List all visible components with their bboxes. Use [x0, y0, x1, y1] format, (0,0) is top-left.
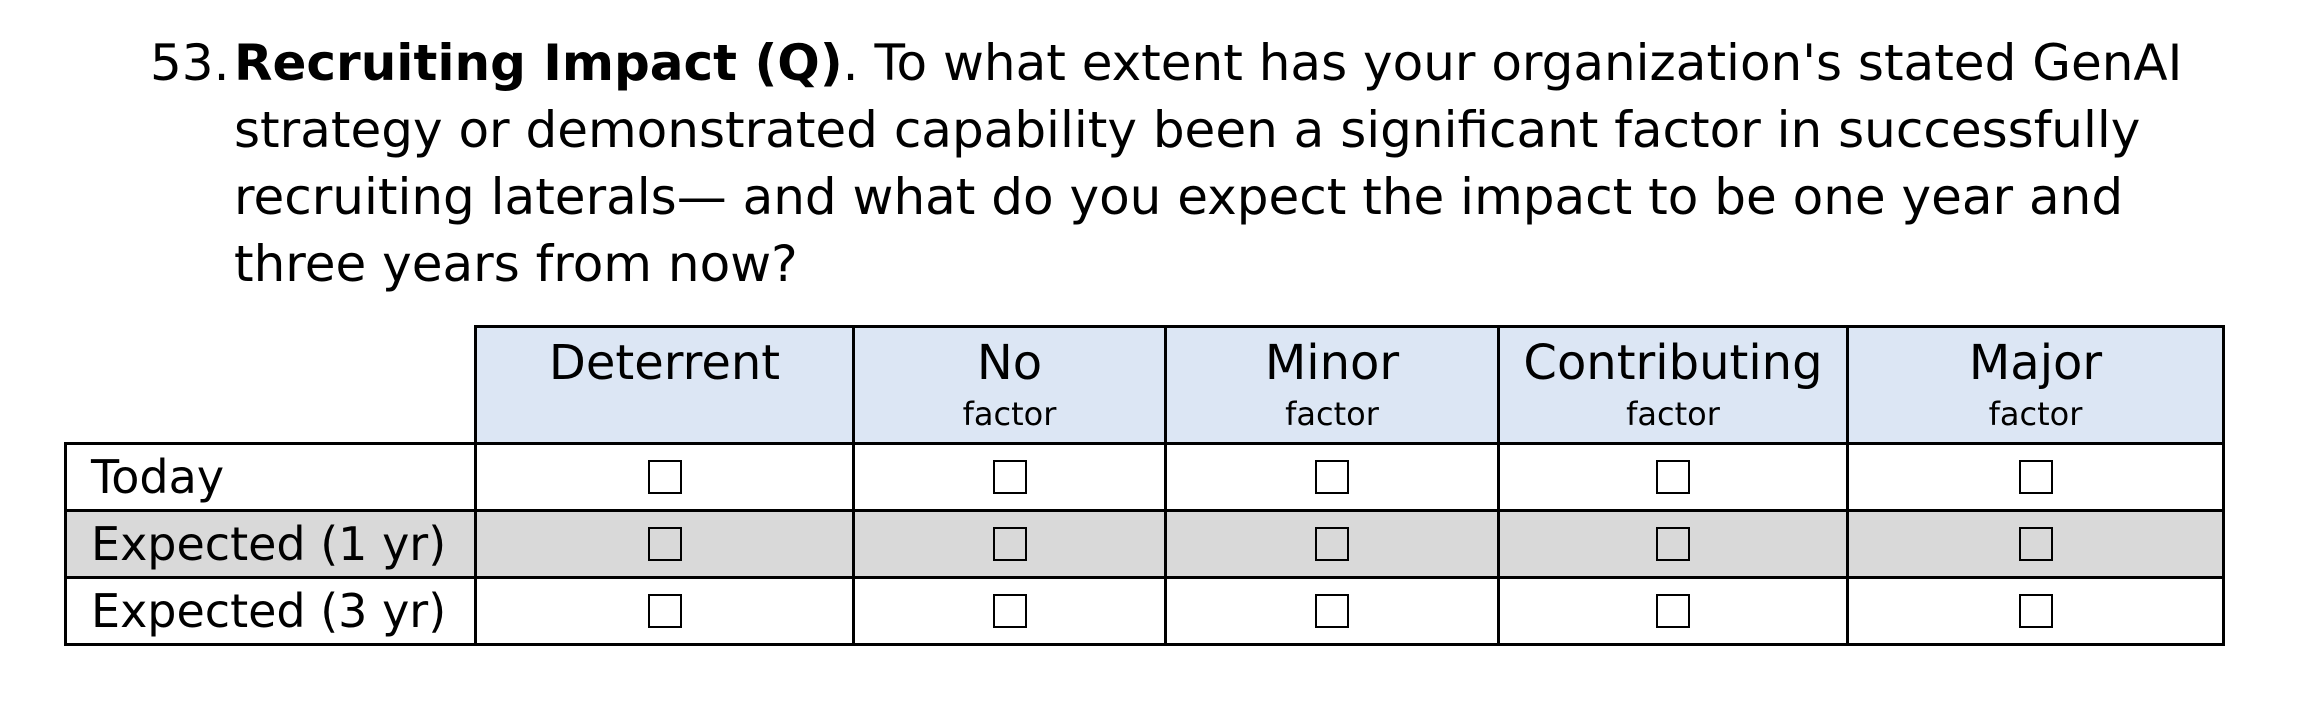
cell-minor-factor: [1164, 576, 1500, 646]
empty-checkbox-icon[interactable]: [647, 594, 682, 628]
cell-deterrent: [474, 576, 855, 646]
cell-minor-factor: [1164, 509, 1500, 579]
empty-checkbox-icon[interactable]: [992, 594, 1027, 628]
empty-checkbox-icon[interactable]: [2018, 594, 2053, 628]
empty-checkbox-icon[interactable]: [1315, 527, 1349, 561]
table-row-expected-3yr: Expected (3 yr): [64, 576, 2225, 646]
column-header-main: Major: [1968, 335, 2103, 391]
column-header-main: No: [976, 335, 1043, 391]
cell-deterrent: [474, 442, 855, 512]
cell-contributing-factor: [1497, 576, 1849, 646]
question-number: 53.: [150, 34, 230, 92]
table-row-expected-1yr: Expected (1 yr): [64, 509, 2225, 579]
column-header-minor-factor: Minor factor: [1164, 325, 1500, 445]
column-header-main: Contributing: [1523, 335, 1823, 391]
cell-major-factor: [1846, 509, 2225, 579]
empty-checkbox-icon[interactable]: [2018, 527, 2053, 561]
empty-checkbox-icon[interactable]: [992, 460, 1027, 494]
question-block: 53. Recruiting Impact (Q). To what exten…: [150, 30, 2240, 298]
cell-major-factor: [1846, 576, 2225, 646]
cell-contributing-factor: [1497, 442, 1849, 512]
table-row-today: Today: [64, 442, 2225, 512]
column-header-sub: factor: [962, 395, 1057, 433]
column-header-deterrent: Deterrent: [474, 325, 855, 445]
empty-checkbox-icon[interactable]: [647, 527, 682, 561]
empty-checkbox-icon[interactable]: [1315, 460, 1349, 494]
cell-contributing-factor: [1497, 509, 1849, 579]
column-header-sub: factor: [1285, 395, 1379, 433]
corner-cell: [65, 326, 477, 445]
row-label: Expected (1 yr): [64, 509, 477, 579]
question-body: . To what extent has your organization's…: [234, 34, 2183, 293]
empty-checkbox-icon[interactable]: [1656, 460, 1690, 494]
cell-major-factor: [1846, 442, 2225, 512]
cell-deterrent: [474, 509, 855, 579]
response-matrix: Deterrent No factor Minor factor Contrib…: [64, 325, 2225, 646]
empty-checkbox-icon[interactable]: [1656, 594, 1690, 628]
empty-checkbox-icon[interactable]: [2018, 460, 2053, 494]
column-header-sub: factor: [1626, 395, 1720, 433]
row-label: Expected (3 yr): [64, 576, 477, 646]
column-header-no-factor: No factor: [852, 325, 1167, 445]
cell-no-factor: [852, 442, 1167, 512]
cell-no-factor: [852, 509, 1167, 579]
row-label: Today: [64, 442, 477, 512]
empty-checkbox-icon[interactable]: [992, 527, 1027, 561]
cell-no-factor: [852, 576, 1167, 646]
cell-minor-factor: [1164, 442, 1500, 512]
column-header-main: Minor: [1264, 335, 1400, 391]
column-header-sub: factor: [1988, 395, 2083, 433]
question-text: Recruiting Impact (Q). To what extent ha…: [234, 30, 2240, 298]
empty-checkbox-icon[interactable]: [647, 460, 682, 494]
empty-checkbox-icon[interactable]: [1315, 594, 1349, 628]
column-header-contributing-factor: Contributing factor: [1497, 325, 1849, 445]
question-title: Recruiting Impact (Q): [234, 34, 843, 92]
empty-checkbox-icon[interactable]: [1656, 527, 1690, 561]
header-row: Deterrent No factor Minor factor Contrib…: [65, 325, 2225, 445]
column-header-main: Deterrent: [548, 335, 781, 391]
column-header-major-factor: Major factor: [1846, 325, 2225, 445]
